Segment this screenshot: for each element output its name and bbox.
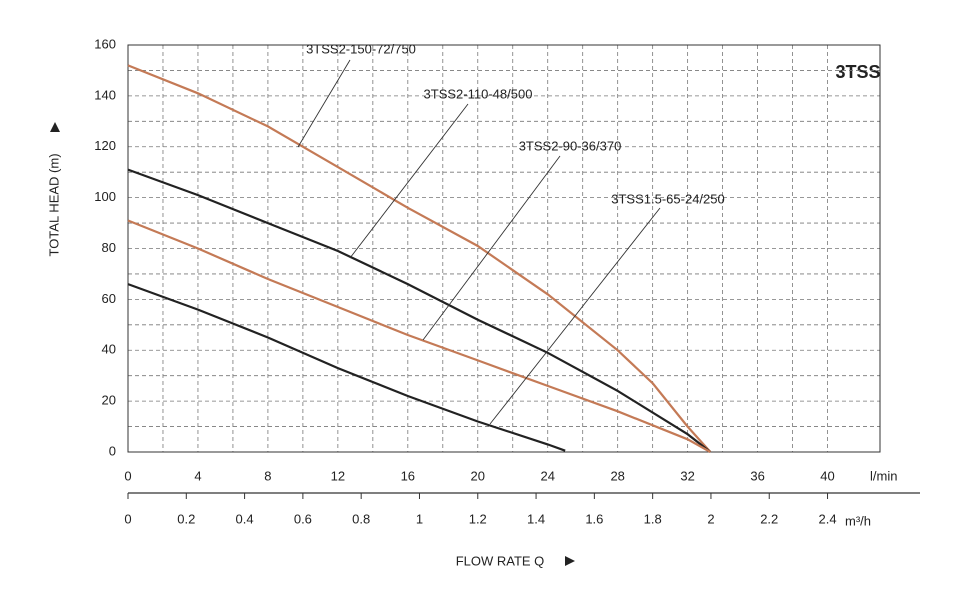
x2-tick-label: 2 (707, 511, 714, 526)
x-tick-label: 12 (331, 468, 345, 483)
x2-tick-label: 1 (416, 511, 423, 526)
x-tick-label: 40 (820, 468, 834, 483)
x-arrow (565, 556, 575, 566)
curve (127, 219, 711, 453)
curve-label: 3TSS1.5-65-24/250 (611, 191, 724, 206)
x2-tick-label: 2.2 (760, 511, 778, 526)
x2-tick-label: 0.4 (236, 511, 254, 526)
x-tick-label: 0 (124, 468, 131, 483)
curve-label: 3TSS2-150-72/750 (306, 41, 416, 56)
y-tick-label: 120 (94, 138, 116, 153)
x2-tick-label: 2.4 (818, 511, 836, 526)
chart-title: 3TSS (835, 62, 880, 82)
y-axis-title: TOTAL HEAD (m) (46, 153, 61, 256)
x-tick-label: 20 (471, 468, 485, 483)
curve (127, 64, 712, 453)
curve-label: 3TSS2-110-48/500 (424, 86, 533, 101)
x-tick-label: 16 (401, 468, 415, 483)
plot-frame (127, 44, 881, 453)
x-tick-label: 8 (264, 468, 271, 483)
x-tick-label: 4 (194, 468, 201, 483)
y-tick-label: 100 (94, 189, 116, 204)
y-tick-label: 40 (102, 342, 116, 357)
y-tick-label: 60 (102, 291, 116, 306)
x2-tick-label: 1.6 (585, 511, 603, 526)
y-tick-label: 20 (102, 393, 116, 408)
leader-line (489, 207, 661, 425)
leader-line (297, 59, 351, 148)
x-tick-label: 24 (540, 468, 554, 483)
y-tick-label: 80 (102, 240, 116, 255)
x2-tick-label: 1.2 (469, 511, 487, 526)
y-tick-label: 140 (94, 87, 116, 102)
x-unit: l/min (870, 468, 897, 483)
x2-tick-label: 1.4 (527, 511, 545, 526)
leader-line (349, 103, 469, 259)
y-tick-label: 0 (109, 443, 116, 458)
y-arrow (50, 122, 60, 132)
x-tick-label: 28 (610, 468, 624, 483)
y-tick-label: 160 (94, 36, 116, 51)
x2-tick-label: 0 (124, 511, 131, 526)
curve-label: 3TSS2-90-36/370 (519, 138, 622, 153)
curve (127, 283, 566, 452)
x2-tick-label: 0.8 (352, 511, 370, 526)
x-tick-label: 36 (750, 468, 764, 483)
curve (127, 168, 712, 453)
x-axis-title: FLOW RATE Q (456, 553, 545, 568)
leader-line (422, 155, 561, 341)
x-tick-label: 32 (680, 468, 694, 483)
x2-tick-label: 1.8 (644, 511, 662, 526)
x2-tick-label: 0.2 (177, 511, 195, 526)
x2-tick-label: 0.6 (294, 511, 312, 526)
x2-unit: m³/h (845, 513, 871, 528)
